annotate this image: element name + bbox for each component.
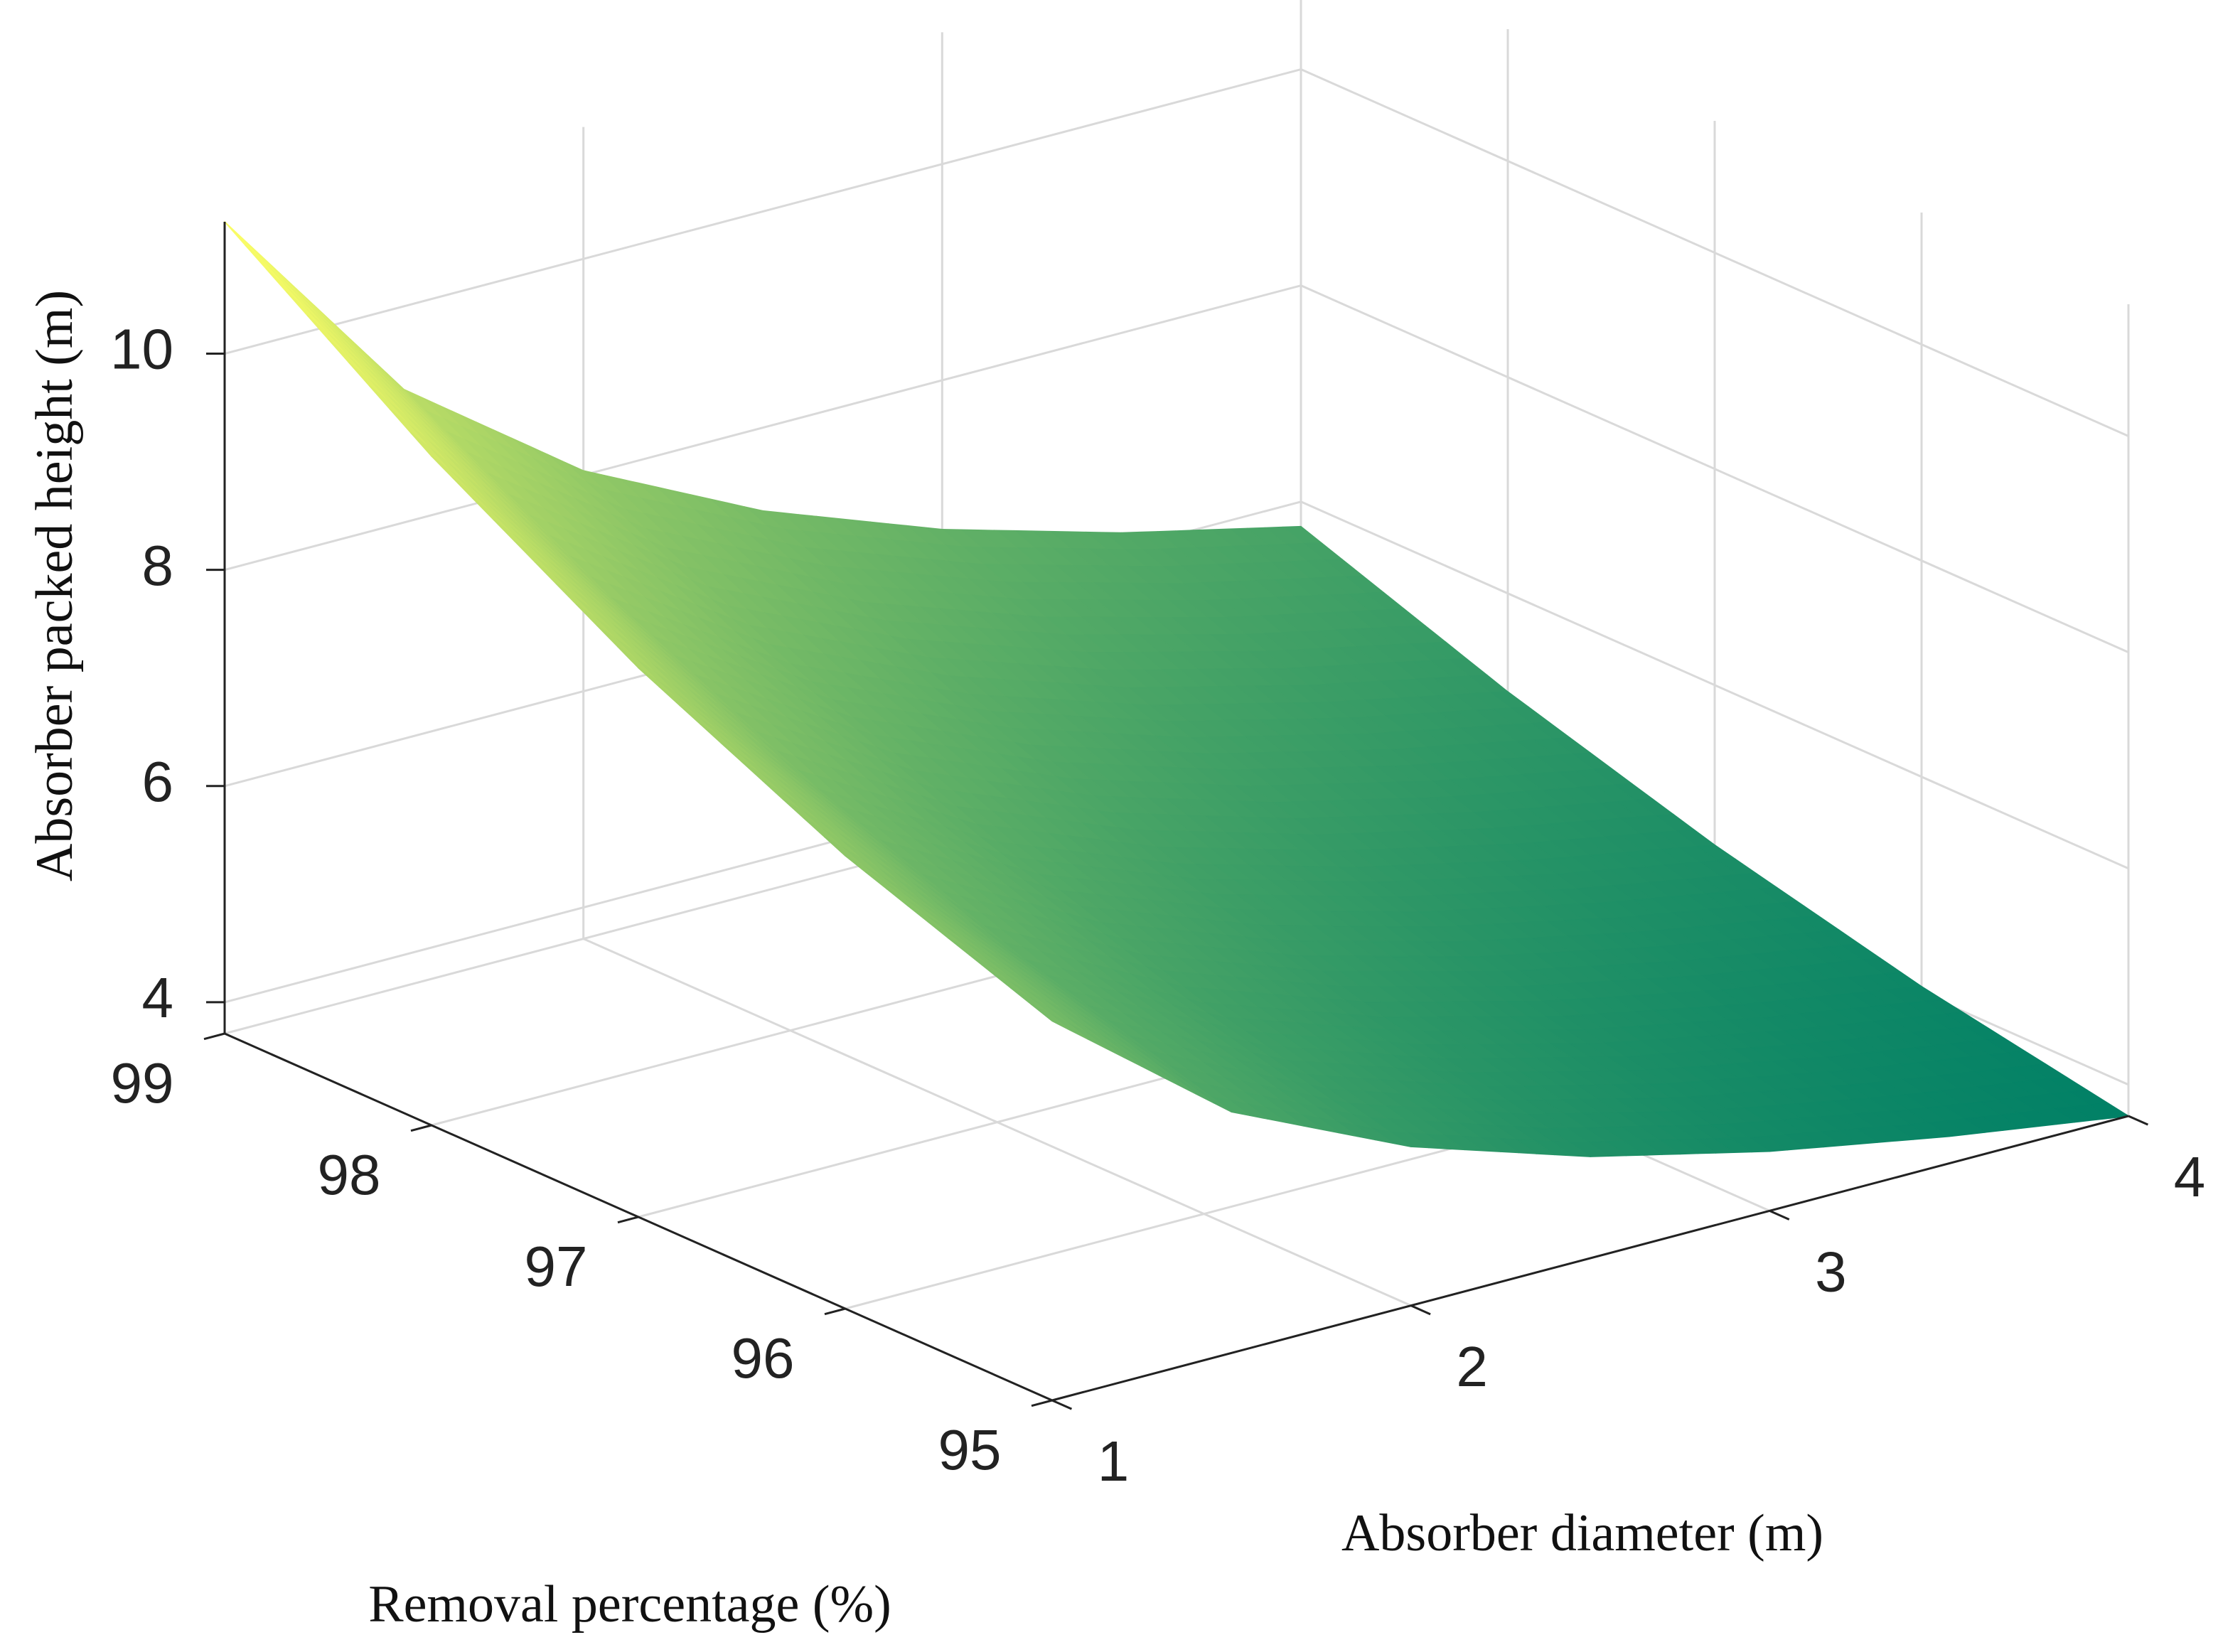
grid-line <box>224 284 1302 572</box>
y-tick <box>203 1032 225 1041</box>
z-tick-label: 4 <box>142 966 174 1029</box>
x-axis-title: Absorber diameter (m) <box>1341 1504 1823 1562</box>
x-tick-label: 4 <box>2174 1145 2206 1208</box>
x-tick-label: 2 <box>1456 1335 1488 1398</box>
z-tick-label: 10 <box>110 318 173 381</box>
y-tick-label: 97 <box>525 1235 588 1298</box>
x-tick <box>1769 1209 1790 1221</box>
y-tick-label: 95 <box>938 1418 1002 1481</box>
y-tick-label: 98 <box>318 1143 381 1206</box>
x-tick-label: 1 <box>1098 1430 1130 1493</box>
y-tick-label: 96 <box>732 1326 795 1390</box>
z-tick-label: 6 <box>142 750 174 813</box>
surface-patch <box>1031 1004 1071 1031</box>
x-tick <box>2128 1115 2149 1126</box>
grid-line <box>1300 500 2129 870</box>
axes: 4 6 8 10 95 96 97 98 99 1 2 3 4 <box>110 222 2205 1493</box>
surface <box>224 221 2129 1157</box>
x-axis <box>1051 1115 2129 1402</box>
y-tick-label: 99 <box>111 1051 174 1115</box>
grid-line <box>224 68 1302 355</box>
x-tick <box>1410 1304 1431 1316</box>
x-tick-label: 3 <box>1815 1240 1847 1303</box>
y-tick <box>824 1307 846 1316</box>
y-tick <box>1031 1399 1053 1407</box>
y-tick <box>617 1216 639 1224</box>
grid-line <box>1300 284 2129 654</box>
z-axis-title: Absorber packed height (m) <box>26 290 84 881</box>
y-axis-title: Removal percentage (%) <box>368 1575 891 1634</box>
grid-line <box>1300 68 2129 437</box>
x-tick <box>1051 1399 1073 1410</box>
z-tick-label: 8 <box>142 534 174 597</box>
y-tick <box>410 1124 432 1132</box>
